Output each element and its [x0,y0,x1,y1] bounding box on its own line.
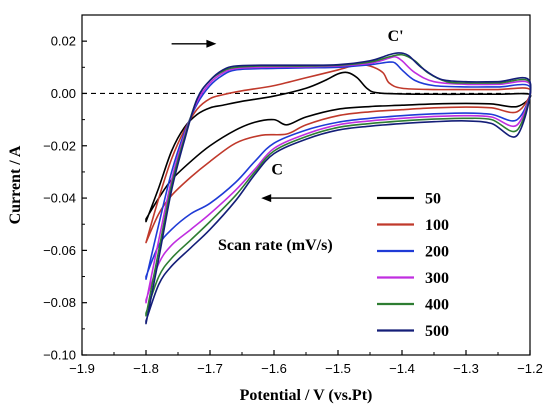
series-line-300 [145,55,532,304]
annotations: C' C [171,28,404,203]
y-tick-label: −0.10 [43,348,76,363]
y-tick-label: −0.08 [43,295,76,310]
x-tick-label: −1.2 [517,361,543,376]
legend-item-200: 200 [377,244,449,261]
legend: Scan rate (mV/s) 50 100 200 300 400 500 [218,191,449,341]
peak-label-c: C [271,162,283,179]
series-line-100 [145,63,532,244]
legend-title: Scan rate (mV/s) [218,237,333,254]
series-line-50 [145,71,532,223]
y-tick-label: 0.00 [51,86,76,101]
y-ticks: 0.02 0.00 −0.02 −0.04 −0.06 −0.08 −0.10 [43,34,87,363]
x-tick-label: −1.9 [69,361,95,376]
legend-item-500: 500 [377,323,449,340]
series-line-400 [145,53,532,317]
legend-label: 100 [425,217,449,234]
y-tick-label: −0.04 [43,191,76,206]
x-tick-label: −1.8 [133,361,159,376]
legend-label: 200 [425,244,449,261]
forward-scan-arrow [171,39,217,48]
x-tick-label: −1.3 [453,361,479,376]
x-axis-title: Potential / V (vs.Pt) [240,387,373,404]
legend-label: 50 [425,191,441,208]
legend-item-300: 300 [377,270,449,287]
x-tick-label: −1.4 [389,361,415,376]
series-line-500 [145,52,532,325]
peak-label-c-prime: C' [388,28,404,45]
y-tick-label: −0.06 [43,243,76,258]
x-tick-label: −1.5 [325,361,351,376]
legend-item-50: 50 [377,191,441,208]
legend-item-400: 400 [377,297,449,314]
y-tick-label: −0.02 [43,138,76,153]
legend-item-100: 100 [377,217,449,234]
x-tick-label: −1.7 [197,361,223,376]
y-axis-title: Current / A [7,145,24,224]
legend-label: 300 [425,270,449,287]
legend-label: 400 [425,297,449,314]
x-tick-label: −1.6 [261,361,287,376]
x-ticks: −1.9 −1.8 −1.7 −1.6 −1.5 −1.4 −1.3 −1.2 [69,350,543,376]
reverse-scan-arrow [261,194,332,203]
series-line-200 [145,61,532,280]
series-layer [145,52,532,325]
legend-label: 500 [425,323,449,340]
y-tick-label: 0.02 [51,34,76,49]
